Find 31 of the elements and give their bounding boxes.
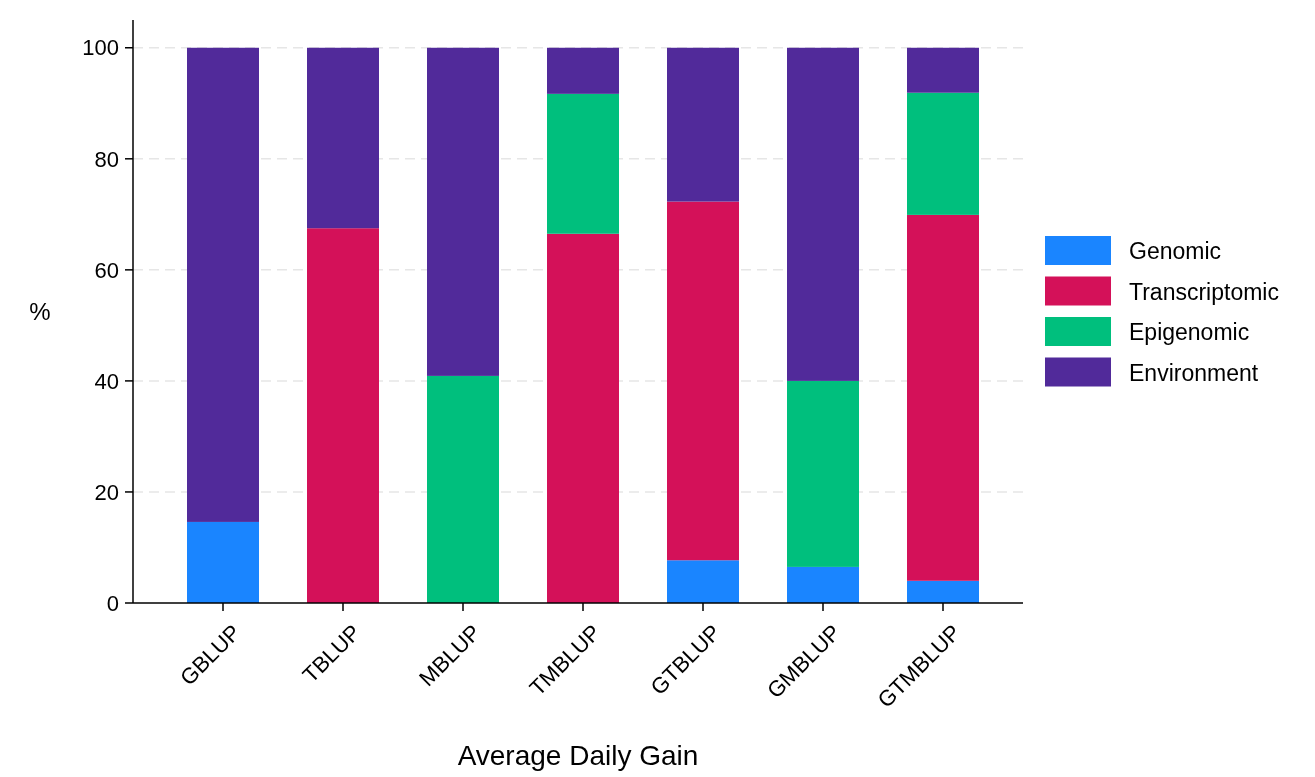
bar — [667, 47, 739, 202]
bar — [547, 93, 619, 234]
y-tick-label: 100 — [82, 35, 119, 61]
y-tick-label: 60 — [94, 257, 119, 283]
bar — [907, 214, 979, 581]
y-tick-label: 40 — [94, 368, 119, 394]
bar — [547, 233, 619, 603]
bar — [787, 566, 859, 603]
bar — [187, 521, 259, 603]
y-tick-label: 0 — [106, 590, 119, 616]
y-tick-label: 80 — [94, 146, 119, 172]
bar — [787, 47, 859, 381]
bar — [907, 92, 979, 215]
bar — [907, 580, 979, 603]
y-tick-label: 20 — [94, 479, 119, 505]
bar — [187, 47, 259, 522]
bar — [427, 47, 499, 376]
bar — [427, 375, 499, 603]
bar — [547, 47, 619, 94]
bar — [307, 47, 379, 229]
bar — [787, 380, 859, 567]
legend-label: Transcriptomic — [1129, 278, 1279, 305]
legend-label: Epigenomic — [1129, 319, 1250, 346]
bar — [307, 228, 379, 603]
bar — [667, 560, 739, 603]
x-axis-title: Average Daily Gain — [457, 740, 699, 771]
bar — [907, 47, 979, 93]
legend-label: Genomic — [1129, 238, 1222, 265]
y-axis-title: % — [29, 297, 51, 325]
bar — [667, 201, 739, 561]
legend-label: Environment — [1129, 359, 1259, 386]
